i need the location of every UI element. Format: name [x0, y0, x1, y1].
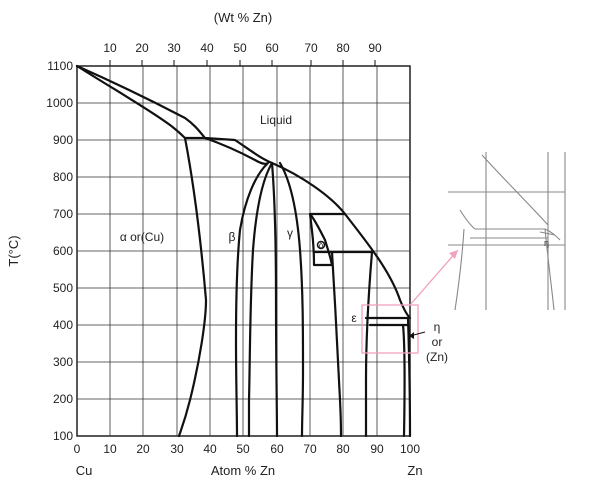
phase-labels: Liquid α or(Cu) β γ δ ε η or (Zn) — [120, 113, 448, 364]
bottom-tick-60: 60 — [270, 442, 284, 456]
epsilon-right-boundary — [364, 250, 374, 438]
bottom-tick-50: 50 — [236, 442, 250, 456]
top-tick-40: 40 — [200, 41, 214, 55]
bottom-right-end-zn: Zn — [407, 463, 422, 478]
top-tick-70: 70 — [304, 41, 318, 55]
top-tick-90: 90 — [368, 41, 382, 55]
bottom-axis: 0 10 20 30 40 50 60 70 80 90 100 Cu Atom… — [74, 442, 423, 478]
phase-label-beta: β — [229, 230, 236, 244]
phase-label-delta: δ — [318, 240, 323, 250]
top-tick-80: 80 — [336, 41, 350, 55]
left-axis: T(°C) 1100 1000 900 800 700 600 500 400 … — [6, 59, 73, 443]
gamma-right-boundary — [278, 161, 305, 438]
bottom-tick-100: 100 — [400, 442, 420, 456]
bottom-tick-40: 40 — [203, 442, 217, 456]
inset-zoom — [448, 152, 566, 311]
left-tick-1100: 1100 — [47, 59, 73, 73]
gamma-left-boundary — [270, 161, 279, 438]
left-tick-200: 200 — [53, 392, 73, 406]
top-axis-title: (Wt % Zn) — [214, 10, 273, 25]
phase-label-eta: η — [434, 320, 441, 334]
phase-label-alpha: α or(Cu) — [120, 230, 164, 244]
left-axis-title: T(°C) — [6, 235, 21, 266]
eta-inner-line — [401, 323, 406, 438]
top-tick-50: 50 — [233, 41, 247, 55]
top-tick-10: 10 — [103, 41, 117, 55]
left-tick-900: 900 — [53, 133, 73, 147]
inset-eta-label: η — [544, 238, 549, 248]
top-tick-marks — [109, 60, 376, 66]
zoom-highlight-box — [361, 304, 419, 354]
beta-left-boundary — [203, 136, 270, 438]
top-tick-60: 60 — [265, 41, 279, 55]
beta-right-boundary — [247, 161, 274, 438]
phase-label-liquid: Liquid — [260, 113, 292, 127]
bottom-tick-30: 30 — [170, 442, 184, 456]
top-tick-30: 30 — [167, 41, 181, 55]
bottom-tick-20: 20 — [136, 442, 150, 456]
alpha-solvus — [177, 136, 208, 438]
left-tick-800: 800 — [53, 170, 73, 184]
left-tick-500: 500 — [53, 281, 73, 295]
phase-label-eta-or: or — [432, 335, 443, 349]
bottom-tick-90: 90 — [370, 442, 384, 456]
top-axis: (Wt % Zn) 10 20 30 40 50 60 70 80 90 — [103, 10, 382, 55]
solidus-line — [75, 64, 207, 140]
eta-pointer-head — [409, 332, 414, 339]
phase-boundaries — [75, 64, 412, 438]
bottom-tick-80: 80 — [336, 442, 350, 456]
phase-label-gamma: γ — [287, 226, 293, 240]
bottom-tick-10: 10 — [103, 442, 117, 456]
phase-label-eta-zn: (Zn) — [426, 350, 448, 364]
bottom-tick-0: 0 — [74, 442, 81, 456]
delta-region — [308, 212, 347, 267]
left-tick-1000: 1000 — [46, 96, 73, 110]
bottom-left-end-cu: Cu — [76, 463, 93, 478]
left-tick-600: 600 — [53, 244, 73, 258]
phase-label-epsilon: ε — [351, 311, 357, 325]
bottom-axis-title: Atom % Zn — [211, 463, 275, 478]
left-tick-300: 300 — [53, 355, 73, 369]
eta-solvus — [406, 316, 412, 438]
zoom-arrow-line — [409, 249, 459, 306]
left-tick-400: 400 — [53, 318, 73, 332]
zoom-arrow-head — [449, 250, 458, 259]
bottom-tick-70: 70 — [303, 442, 317, 456]
liquidus-line — [75, 64, 412, 320]
left-tick-700: 700 — [53, 207, 73, 221]
left-tick-100: 100 — [53, 429, 73, 443]
epsilon-left-boundary — [330, 250, 343, 438]
top-tick-20: 20 — [135, 41, 149, 55]
delta-point — [316, 240, 326, 250]
